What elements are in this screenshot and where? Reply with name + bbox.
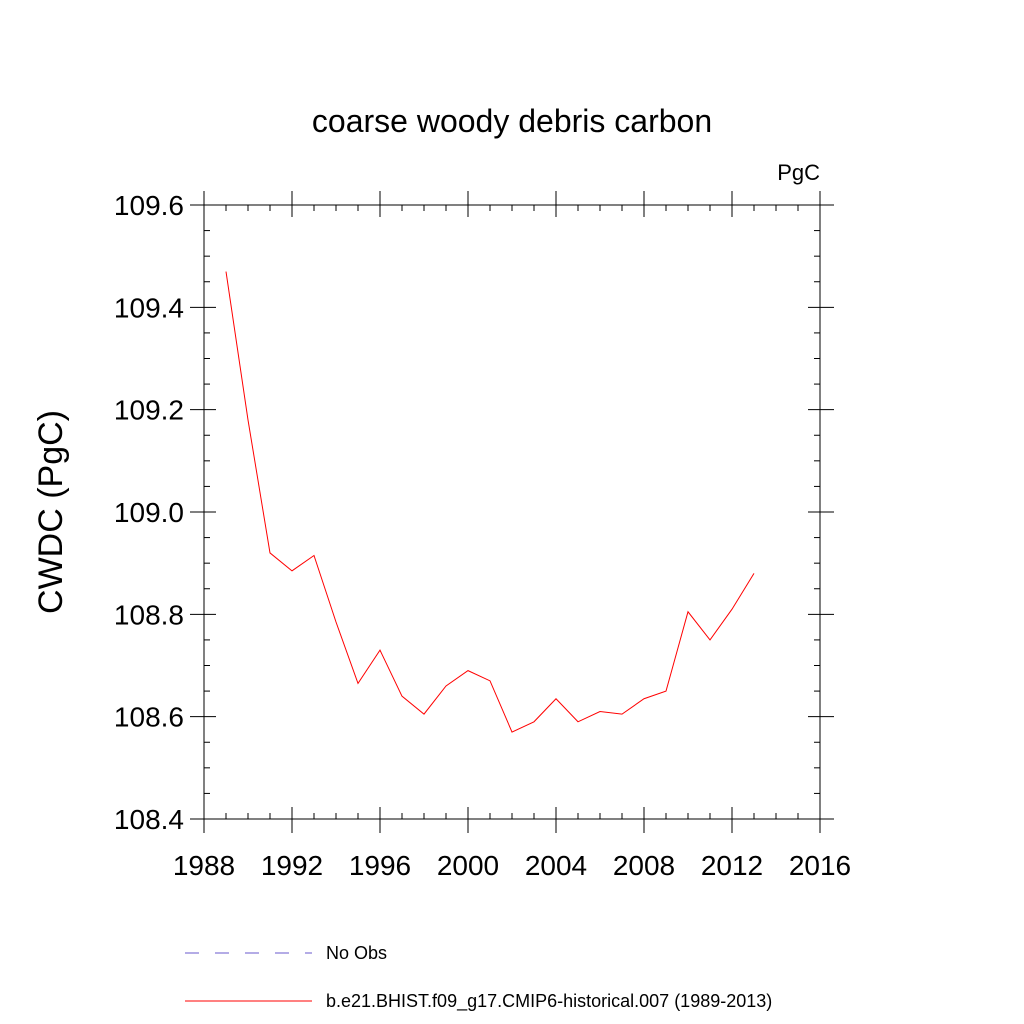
y-tick-label: 109.0 (114, 497, 184, 528)
x-tick-label: 2012 (701, 850, 763, 881)
axis-tick-labels: 1988 1992 1996 2000 2004 2008 2012 2016 108.4 108… (114, 190, 851, 881)
x-tick-label: 1992 (261, 850, 323, 881)
y-axis-label: CWDC (PgC) (32, 410, 70, 614)
legend-label-model-run: b.e21.BHIST.f09_g17.CMIP6-historical.007… (326, 991, 772, 1012)
y-tick-label: 109.4 (114, 292, 184, 323)
x-tick-label: 2008 (613, 850, 675, 881)
chart-title: coarse woody debris carbon (312, 103, 712, 139)
x-tick-label: 2016 (789, 850, 851, 881)
x-tick-label: 2000 (437, 850, 499, 881)
legend: No Obs b.e21.BHIST.f09_g17.CMIP6-histori… (185, 943, 772, 1012)
x-tick-label: 1996 (349, 850, 411, 881)
x-tick-label: 2004 (525, 850, 587, 881)
plot-frame (203, 204, 821, 820)
y-tick-label: 108.4 (114, 804, 184, 835)
y-tick-label: 109.6 (114, 190, 184, 221)
x-tick-label: 1988 (173, 850, 235, 881)
units-label: PgC (777, 160, 820, 185)
y-tick-label: 108.8 (114, 599, 184, 630)
y-tick-label: 108.6 (114, 702, 184, 733)
y-tick-label: 109.2 (114, 395, 184, 426)
series-layer (225, 271, 755, 733)
legend-label-no-obs: No Obs (326, 943, 387, 963)
series-line-1 (225, 271, 755, 733)
axis-ticks (190, 191, 834, 833)
